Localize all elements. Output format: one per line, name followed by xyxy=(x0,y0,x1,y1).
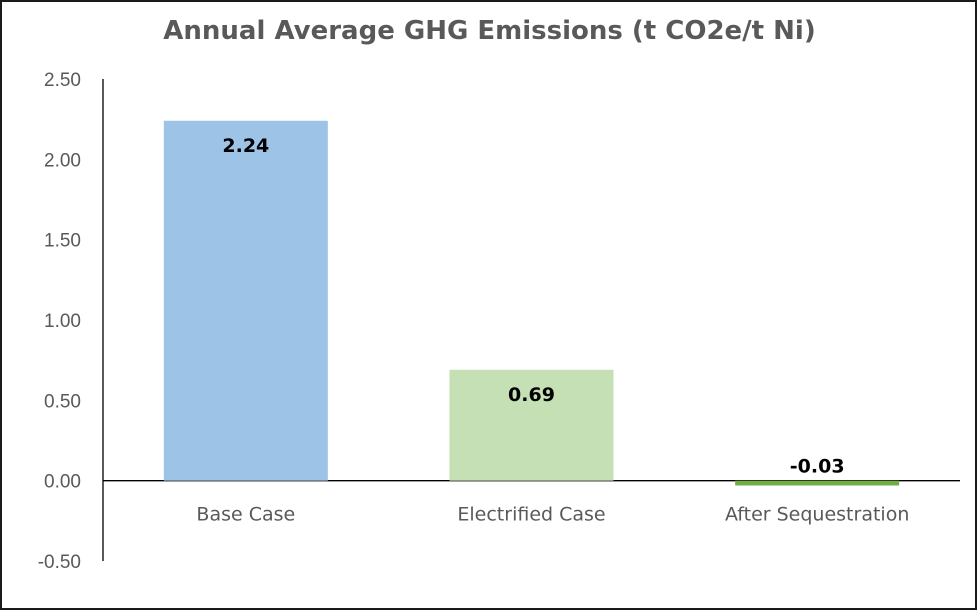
data-label: 0.69 xyxy=(508,384,555,406)
data-label: -0.03 xyxy=(790,456,845,478)
category-labels: Base Case Electrified Case After Sequestra… xyxy=(196,504,909,526)
y-tick-label: -0.50 xyxy=(38,552,81,573)
y-tick-label: 0.00 xyxy=(44,472,81,493)
y-tick-label: 2.50 xyxy=(44,70,81,91)
category-label: After Sequestration xyxy=(725,504,909,526)
y-tick-label: 2.00 xyxy=(44,150,81,171)
y-tick-label: 1.50 xyxy=(44,231,81,252)
category-label: Base Case xyxy=(196,504,295,526)
bar xyxy=(449,369,614,481)
chart-title: Annual Average GHG Emissions (t CO2e/t N… xyxy=(163,16,816,46)
category-label: Electrified Case xyxy=(457,504,605,526)
bars xyxy=(163,120,900,486)
data-labels: 2.24 0.69 -0.03 xyxy=(222,135,844,478)
y-tick-label: 1.00 xyxy=(44,311,81,332)
bar xyxy=(735,480,900,486)
y-tick-label: 0.50 xyxy=(44,391,81,412)
bar xyxy=(163,120,328,481)
data-label: 2.24 xyxy=(222,135,269,157)
